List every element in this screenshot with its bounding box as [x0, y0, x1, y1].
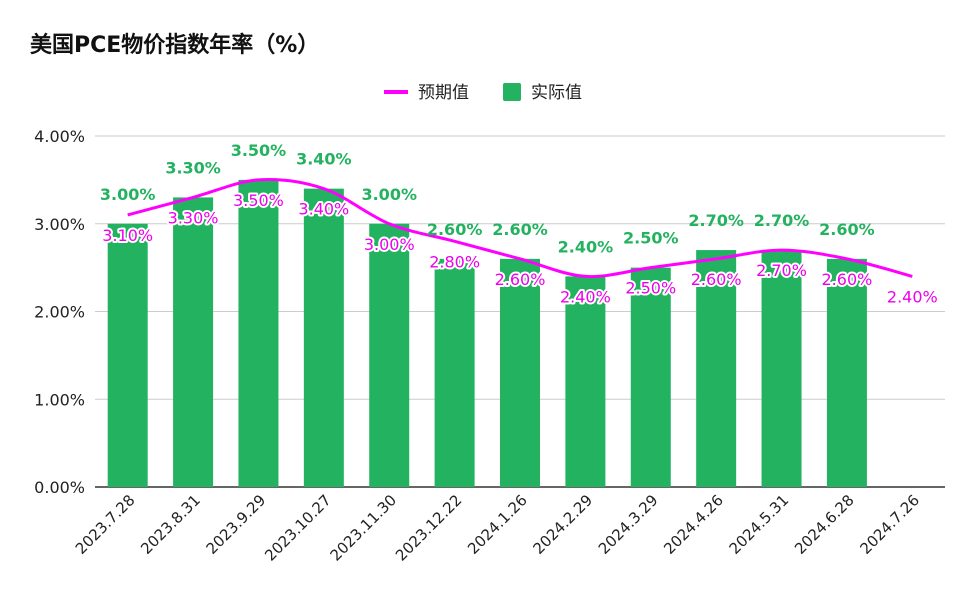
chart-title: 美国PCE物价指数年率（%）	[30, 32, 319, 58]
x-tick-label: 2024.6.28	[791, 491, 858, 558]
data-label-forecast: 2.60%	[691, 270, 742, 289]
data-label-forecast: 3.50%	[233, 191, 284, 210]
legend-label-actual: 实际值	[531, 83, 582, 103]
data-label-forecast: 2.40%	[560, 287, 611, 306]
bar-actual-2023.7.28	[107, 223, 148, 487]
bar-actual-2023.8.31	[173, 197, 214, 488]
data-label-forecast: 3.10%	[102, 226, 153, 245]
data-label-forecast: 3.30%	[168, 208, 219, 227]
data-label-actual: 3.30%	[165, 158, 221, 177]
data-label-actual: 2.50%	[623, 229, 679, 248]
legend: 预期值 实际值	[384, 83, 582, 103]
data-label-actual: 3.00%	[361, 185, 417, 204]
x-tick-label: 2023.10.27	[261, 491, 334, 564]
y-tick-label: 1.00%	[34, 390, 85, 409]
legend-bar-swatch-actual	[503, 83, 521, 101]
x-tick-label: 2023.11.30	[327, 491, 400, 564]
data-label-actual: 2.60%	[492, 220, 548, 239]
bar-actual-2024.3.29	[630, 267, 671, 487]
x-tick-label: 2023.7.28	[72, 491, 139, 558]
data-label-actual: 2.40%	[558, 237, 614, 256]
x-tick-label: 2024.5.31	[726, 491, 793, 558]
data-label-actual: 2.60%	[427, 220, 483, 239]
data-label-actual: 3.00%	[100, 185, 156, 204]
data-label-forecast: 3.00%	[364, 235, 415, 254]
bar-actual-2024.2.29	[565, 276, 606, 487]
data-label-forecast: 2.70%	[756, 261, 807, 280]
data-labels: 3.00% 3.30% 3.50% 3.40% 3.00% 2.60% 2.60% 2.40%…	[100, 141, 940, 309]
data-label-forecast: 2.60%	[495, 270, 546, 289]
bar-actual-2023.9.29	[238, 179, 279, 487]
data-label-actual: 2.60%	[819, 220, 875, 239]
line-forecast	[127, 178, 913, 279]
data-label-actual: 3.50%	[231, 141, 287, 160]
data-label-forecast: 2.60%	[822, 270, 873, 289]
bar-actual-2023.11.30	[369, 223, 410, 487]
x-tick-label: 2024.3.29	[595, 491, 662, 558]
y-tick-label: 4.00%	[34, 127, 85, 146]
bars-actual	[107, 179, 867, 488]
data-label-forecast: 2.50%	[625, 279, 676, 298]
data-label-forecast: 3.40%	[298, 200, 349, 219]
data-label-forecast: 2.80%	[429, 252, 480, 271]
y-tick-label: 2.00%	[34, 303, 85, 322]
data-label-forecast: 2.40%	[887, 287, 938, 306]
bar-actual-2024.4.26	[696, 250, 737, 487]
x-axis: 2023.7.282023.8.312023.9.292023.10.27202…	[72, 491, 923, 564]
x-tick-label: 2024.1.26	[464, 491, 531, 558]
bar-actual-2023.12.22	[434, 258, 475, 487]
x-tick-label: 2023.8.31	[137, 491, 204, 558]
x-tick-label: 2023.9.29	[203, 491, 270, 558]
x-tick-label: 2023.12.22	[392, 491, 465, 564]
bar-actual-2024.6.28	[826, 258, 867, 487]
bar-actual-2023.10.27	[303, 188, 344, 487]
y-axis: 0.00% 1.00% 2.00% 3.00% 4.00%	[34, 127, 85, 497]
data-label-actual: 2.70%	[688, 211, 744, 230]
bar-actual-2024.5.31	[761, 250, 802, 487]
y-tick-label: 0.00%	[34, 478, 85, 497]
x-tick-label: 2024.2.29	[530, 491, 597, 558]
data-label-actual: 2.70%	[754, 211, 810, 230]
x-tick-label: 2024.7.26	[856, 491, 923, 558]
data-label-actual: 3.40%	[296, 150, 352, 169]
forecast-line-path	[127, 178, 913, 279]
legend-label-forecast: 预期值	[418, 83, 469, 103]
bar-actual-2024.1.26	[500, 258, 540, 487]
y-tick-label: 3.00%	[34, 215, 85, 234]
x-tick-label: 2024.4.26	[660, 491, 727, 558]
